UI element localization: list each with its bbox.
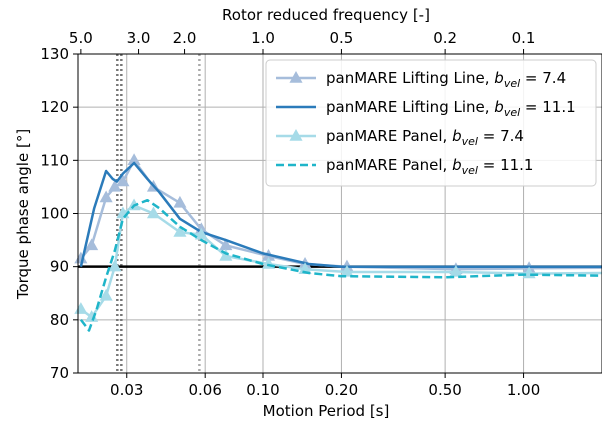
data-point xyxy=(99,190,113,203)
series-3 xyxy=(74,198,602,322)
x-tick-label: 0.20 xyxy=(325,381,358,399)
legend-label: panMARE Panel, bvel = 11.1 xyxy=(326,156,533,177)
legend-frame xyxy=(265,59,597,187)
data-point xyxy=(85,238,99,251)
x-tick-label: 1.00 xyxy=(507,381,540,399)
legend-marker xyxy=(289,128,303,141)
y-tick-label: 120 xyxy=(40,98,69,116)
x-tick-label: 0.06 xyxy=(188,381,221,399)
data-point xyxy=(74,302,88,314)
top-tick-label: 0.2 xyxy=(433,29,457,47)
series-4 xyxy=(79,198,602,332)
y-tick-label: 130 xyxy=(40,45,69,63)
y-tick-label: 110 xyxy=(40,151,69,169)
legend: panMARE Lifting Line, bvel = 7.4 panMARE … xyxy=(265,59,597,187)
data-point xyxy=(99,288,113,301)
top-tick-label: 3.0 xyxy=(127,29,151,47)
legend-label: panMARE Lifting Line, bvel = 11.1 xyxy=(326,98,576,119)
y-axis-title: Torque phase angle [°] xyxy=(14,129,32,300)
legend-label: panMARE Panel, bvel = 7.4 xyxy=(326,127,524,148)
legend-marker xyxy=(289,70,303,83)
x-axis-title: Motion Period [s] xyxy=(263,402,390,420)
y-tick-label: 90 xyxy=(50,258,69,276)
top-tick-label: 0.1 xyxy=(512,29,536,47)
data-point xyxy=(449,264,463,277)
top-axis-title: Rotor reduced frequency [-] xyxy=(222,6,430,24)
data-point xyxy=(219,249,233,261)
data-point xyxy=(108,259,122,272)
data-point xyxy=(146,206,161,219)
top-tick-label: 1.0 xyxy=(251,29,275,47)
legend-label: panMARE Lifting Line, bvel = 7.4 xyxy=(326,69,566,90)
axis-layer: 70 80 90 100 110 120 130 0.03 0.06 0.10 0.20 0.50 1.… xyxy=(40,29,540,399)
x-tick-label: 0.50 xyxy=(428,381,461,399)
data-point xyxy=(173,225,187,237)
data-point xyxy=(116,174,130,187)
x-tick-label: 0.03 xyxy=(110,381,143,399)
top-tick-label: 2.0 xyxy=(173,29,197,47)
data-point xyxy=(298,262,312,275)
top-tick-label: 5.0 xyxy=(69,29,93,47)
y-tick-label: 80 xyxy=(50,311,69,329)
data-point xyxy=(340,264,354,277)
series-2 xyxy=(79,161,602,268)
data-point xyxy=(173,195,187,208)
top-tick-label: 0.5 xyxy=(330,29,354,47)
y-tick-label: 70 xyxy=(50,364,69,382)
series-layer xyxy=(74,153,602,332)
x-tick-label: 0.10 xyxy=(246,381,279,399)
series-line xyxy=(79,161,602,268)
series-line xyxy=(79,198,602,332)
series-line xyxy=(79,159,602,271)
y-tick-label: 100 xyxy=(40,205,69,223)
